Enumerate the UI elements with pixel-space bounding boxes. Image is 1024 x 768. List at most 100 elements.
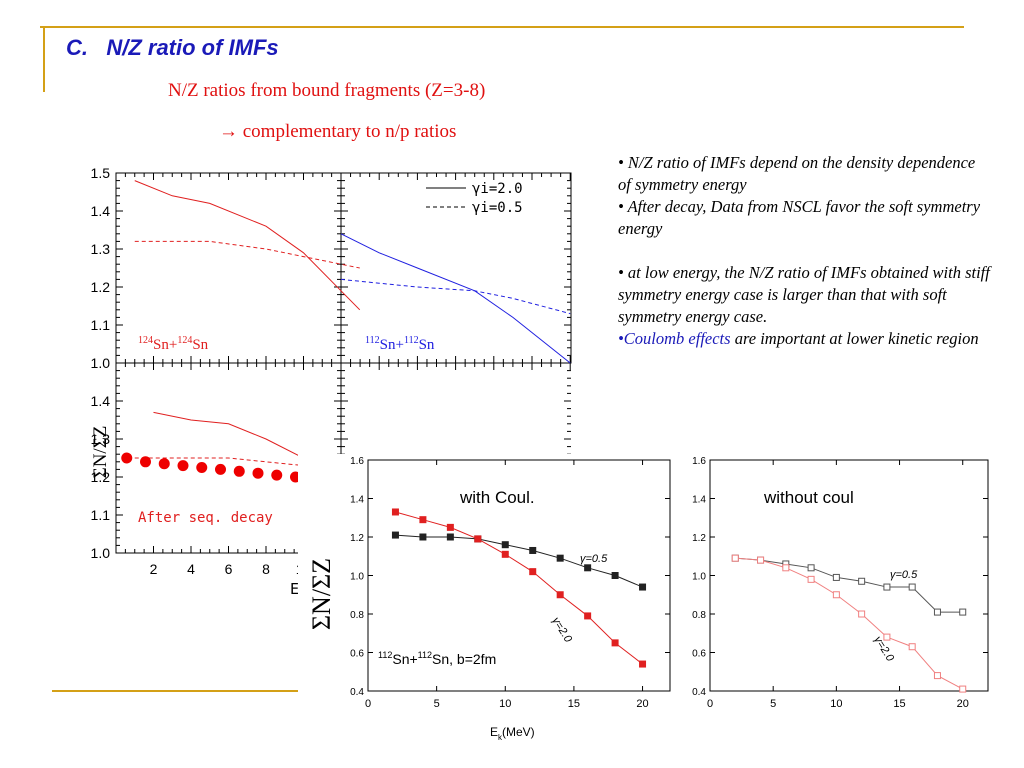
bullet-rest: are important at lower kinetic region xyxy=(730,329,979,348)
coulomb-effects-text: Coulomb effects xyxy=(623,329,731,348)
data-point xyxy=(858,610,866,618)
y-tick-label: 1.2 xyxy=(91,469,111,485)
reaction-label-112: 112Sn+112Sn xyxy=(365,335,435,353)
bullet-marker: • xyxy=(618,329,624,348)
y-tick-label: 0.4 xyxy=(350,687,364,698)
data-point xyxy=(233,465,245,477)
data-point xyxy=(121,452,133,464)
x-tick-label: 8 xyxy=(262,561,270,577)
mass-number-sup: 112 xyxy=(378,650,392,660)
y-tick-label: 0.8 xyxy=(350,610,364,621)
series-line xyxy=(134,180,361,311)
data-point xyxy=(611,572,619,579)
y-tick-label: 1.2 xyxy=(350,533,364,544)
gamma-20-label-text: γ=2.0 xyxy=(871,634,896,664)
data-point xyxy=(933,608,941,616)
data-point xyxy=(501,541,509,549)
without-coul-series xyxy=(731,554,967,693)
y-tick-label: 1.2 xyxy=(692,533,706,544)
data-point xyxy=(832,573,840,581)
data-point xyxy=(832,591,840,599)
subtitle-complementary: → complementary to n/p ratios xyxy=(219,121,457,142)
with-coul-panel xyxy=(298,454,688,766)
series-line xyxy=(134,240,360,269)
data-point xyxy=(446,533,454,541)
bullet-list: • N/Z ratio of IMFs depend on the densit… xyxy=(618,152,990,350)
gamma-05-label: γ=0.5 xyxy=(580,553,608,565)
data-point xyxy=(639,583,647,591)
gamma-05-label-text: γ=0.5 xyxy=(580,553,608,565)
y-tick-label: 0.6 xyxy=(350,649,364,660)
x-tick-label: 20 xyxy=(957,698,969,710)
y-tick-label: 1.0 xyxy=(350,572,364,583)
series-line xyxy=(735,557,963,690)
slide-title: C. N/Z ratio of IMFs xyxy=(66,35,279,60)
y-tick-label: 0.8 xyxy=(692,610,706,621)
x-tick-label: 6 xyxy=(225,561,233,577)
data-point xyxy=(611,639,619,647)
data-point xyxy=(196,462,208,473)
y-tick-label: 1.4 xyxy=(692,495,706,506)
data-point xyxy=(731,554,739,562)
y-tick-label: 1.6 xyxy=(350,456,364,467)
bottom-left-x-tick-labels: 246810 xyxy=(150,561,312,577)
x-tick-label: 5 xyxy=(770,698,776,710)
gamma-20-label: γ=2.0 xyxy=(549,615,574,645)
x-tick-label: 5 xyxy=(434,698,440,710)
data-point xyxy=(584,612,592,620)
data-point xyxy=(639,660,647,668)
subtitle-bound-fragments: N/Z ratios from bound fragments (Z=3-8) xyxy=(168,80,486,101)
y-tick-label: 1.0 xyxy=(91,355,111,371)
x-tick-label: 2 xyxy=(150,561,158,577)
y-tick-label: 1.0 xyxy=(692,572,706,583)
data-point xyxy=(556,591,564,599)
data-point xyxy=(177,460,189,472)
y-tick-label: 1.5 xyxy=(91,165,111,181)
bottom-left-y-tick-labels: 1.4 1.3 1.2 1.1 1.0 xyxy=(91,393,111,561)
data-point xyxy=(959,608,967,616)
y-tick-label: 0.6 xyxy=(692,649,706,660)
with-coul-x-axis-label: Ek(MeV) xyxy=(490,725,535,742)
legend-solid-label: γi=2.0 xyxy=(472,181,523,197)
y-tick-label: 1.4 xyxy=(350,495,364,506)
data-point xyxy=(252,467,264,479)
data-point xyxy=(883,633,891,641)
data-point xyxy=(807,575,815,583)
data-point xyxy=(556,554,564,562)
y-tick-label: 1.6 xyxy=(692,456,706,467)
data-point xyxy=(908,643,916,651)
data-point xyxy=(474,535,482,543)
x-tick-label: 15 xyxy=(568,698,580,710)
bullet-item: • N/Z ratio of IMFs depend on the densit… xyxy=(618,153,976,194)
x-tick-label: 20 xyxy=(636,698,648,710)
y-tick-label: 1.1 xyxy=(91,507,111,523)
bullet-item: • After decay, Data from NSCL favor the … xyxy=(618,197,981,238)
data-point xyxy=(584,564,592,572)
data-point xyxy=(529,546,537,554)
with-coul-title: with Coul. xyxy=(459,488,535,507)
data-point xyxy=(391,508,399,516)
gamma-20-label: γ=2.0 xyxy=(871,634,896,664)
y-tick-label: 0.4 xyxy=(692,687,706,698)
x-tick-label: 0 xyxy=(365,698,371,710)
top-left-y-tick-labels: 1.5 1.4 1.3 1.2 1.1 1.0 xyxy=(91,165,111,371)
bullet-item: • at low energy, the N/Z ratio of IMFs o… xyxy=(618,263,990,326)
reaction-label-124: 124Sn+124Sn xyxy=(138,335,209,353)
left-rule xyxy=(43,26,45,92)
with-coul-chart: ΣN/ΣZ 0.4 0.6 0.8 1.0 1.2 1.4 1.6 0 5 10 15 20 with… xyxy=(307,456,671,742)
data-point xyxy=(271,469,283,481)
data-point xyxy=(140,456,151,468)
data-point xyxy=(782,564,790,572)
y-tick-label: 1.3 xyxy=(91,431,111,447)
y-tick-label: 1.4 xyxy=(91,203,111,219)
data-point xyxy=(529,568,537,576)
data-point xyxy=(419,533,427,541)
without-coul-chart: 0.4 0.6 0.8 1.0 1.2 1.4 1.6 0 5 10 15 20 without co… xyxy=(692,456,989,710)
gamma-05-label: γ=0.5 xyxy=(890,569,918,581)
top-rule xyxy=(40,26,964,28)
mass-number-sup: 112 xyxy=(418,650,432,660)
with-coul-series xyxy=(391,508,647,668)
data-point xyxy=(959,685,967,693)
data-point xyxy=(757,556,765,564)
data-point xyxy=(858,577,866,585)
